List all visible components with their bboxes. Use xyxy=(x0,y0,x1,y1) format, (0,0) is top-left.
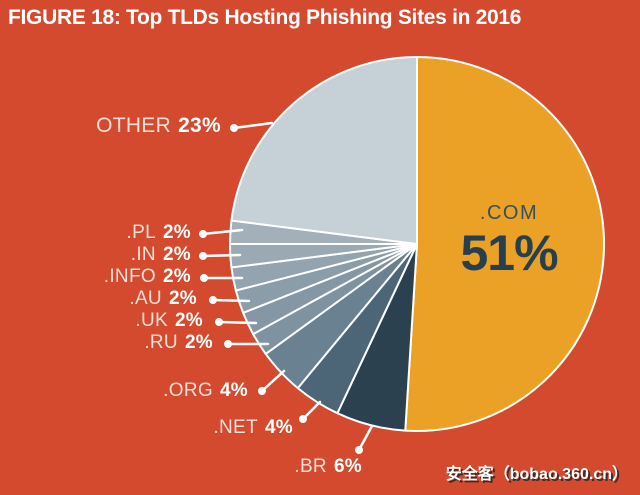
leader-line-au xyxy=(211,298,251,303)
callout-org-pct: 4% xyxy=(219,380,248,401)
callout-other-pct: 23% xyxy=(178,114,221,137)
callout-au-pct: 2% xyxy=(168,288,197,309)
leader-dot-other xyxy=(230,124,238,132)
callout-pl: .PL 2% xyxy=(127,221,191,245)
figure-title: FIGURE 18: Top TLDs Hosting Phishing Sit… xyxy=(8,6,522,29)
leader-dot-uk xyxy=(215,318,223,326)
leader-dot-br xyxy=(355,446,363,454)
leader-lines xyxy=(199,121,374,454)
pie-slice-com xyxy=(404,56,606,432)
leader-dot-in xyxy=(199,252,207,260)
callout-other-label: OTHER xyxy=(96,114,172,137)
callout-in: .IN 2% xyxy=(131,243,191,267)
callout-info: .INFO 2% xyxy=(104,265,191,289)
pie-slice-other xyxy=(230,56,418,245)
leader-dot-ru xyxy=(224,340,232,348)
com-slice-label: .COM 51% xyxy=(423,202,595,278)
callout-uk-pct: 2% xyxy=(174,310,203,331)
leader-line-other xyxy=(232,121,274,130)
callout-br-label: .BR xyxy=(294,456,327,477)
leader-dot-pl xyxy=(199,230,207,238)
callout-info-pct: 2% xyxy=(162,266,191,287)
leader-dot-net xyxy=(299,415,307,423)
callout-pl-label: .PL xyxy=(126,222,156,243)
leader-line-in xyxy=(201,253,242,258)
callout-org: .ORG 4% xyxy=(163,379,248,403)
callout-in-label: .IN xyxy=(130,244,156,265)
callout-uk-label: .UK xyxy=(135,310,168,331)
com-slice-name: .COM xyxy=(479,202,539,224)
leader-dot-au xyxy=(209,296,217,304)
callout-au-label: .AU xyxy=(129,288,162,309)
callout-in-pct: 2% xyxy=(162,244,191,265)
leader-line-uk xyxy=(217,320,258,325)
callout-net-label: .NET xyxy=(213,417,258,438)
leader-line-pl xyxy=(201,228,244,236)
com-slice-pct: 51% xyxy=(460,225,558,281)
callout-au: .AU 2% xyxy=(129,287,197,311)
callout-ru-pct: 2% xyxy=(184,332,213,353)
leader-dot-info xyxy=(200,274,208,282)
leader-line-org xyxy=(260,369,286,393)
callout-other: OTHER 23% xyxy=(96,112,221,140)
callout-pl-pct: 2% xyxy=(162,222,191,243)
watermark: 安全客（bobao.360.cn） xyxy=(445,466,628,483)
callout-uk: .UK 2% xyxy=(135,309,203,333)
callout-org-label: .ORG xyxy=(163,380,213,401)
leader-line-br xyxy=(357,424,374,452)
callout-ru-label: .RU xyxy=(144,332,178,353)
leader-dot-org xyxy=(258,387,266,395)
callout-br: .BR 6% xyxy=(294,455,362,479)
callout-ru: .RU 2% xyxy=(144,331,213,355)
callout-net-pct: 4% xyxy=(264,417,293,438)
callout-info-label: .INFO xyxy=(103,266,156,287)
callout-br-pct: 6% xyxy=(333,456,362,477)
callout-net: .NET 4% xyxy=(213,416,293,440)
leader-line-net xyxy=(301,400,322,421)
